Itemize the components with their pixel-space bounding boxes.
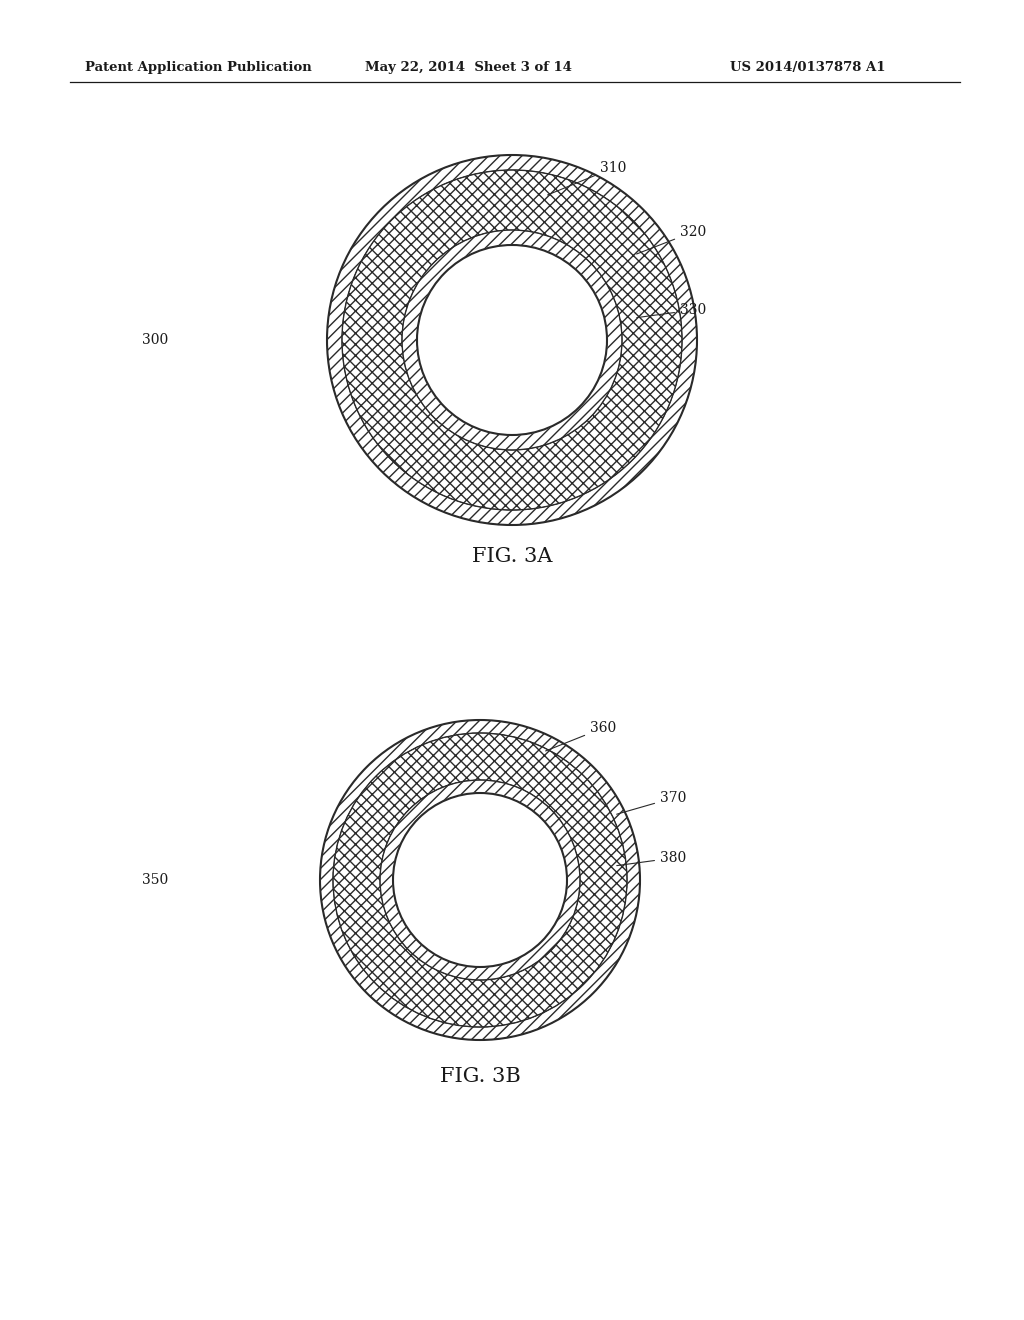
Text: 380: 380 [616,851,686,866]
Text: FIG. 3A: FIG. 3A [472,546,552,565]
Circle shape [393,793,567,968]
Text: 360: 360 [546,721,616,751]
Text: 300: 300 [142,333,168,347]
Circle shape [417,246,607,436]
Text: 310: 310 [548,161,627,195]
Text: Patent Application Publication: Patent Application Publication [85,62,311,74]
Text: 370: 370 [616,791,686,814]
Text: 320: 320 [637,224,707,253]
Text: US 2014/0137878 A1: US 2014/0137878 A1 [730,62,886,74]
Text: FIG. 3B: FIG. 3B [439,1067,520,1085]
Text: 350: 350 [142,873,168,887]
Text: May 22, 2014  Sheet 3 of 14: May 22, 2014 Sheet 3 of 14 [365,62,572,74]
Text: 330: 330 [637,304,707,318]
Circle shape [327,154,697,525]
Circle shape [319,719,640,1040]
